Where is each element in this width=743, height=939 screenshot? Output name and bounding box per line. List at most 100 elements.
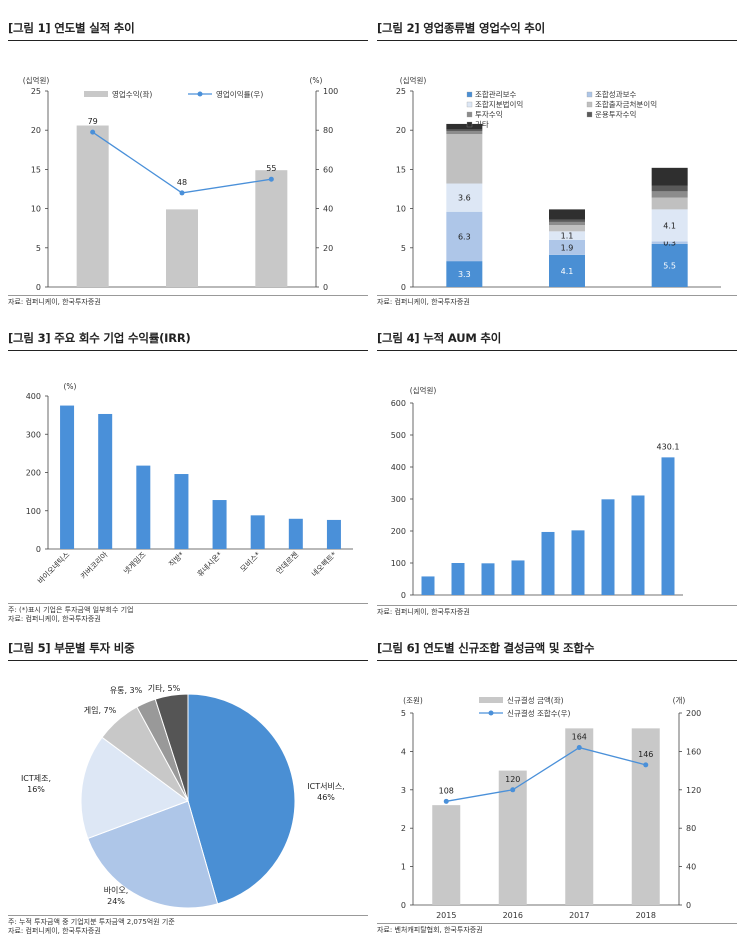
chart4-bar: [541, 531, 555, 595]
chart2-bar-segment: [651, 243, 688, 287]
chart4-ytick-label: 200: [391, 527, 406, 536]
chart1-bar: [255, 170, 288, 287]
chart2-legend-swatch: [586, 101, 593, 108]
chart6-y2tick-label: 200: [686, 709, 701, 718]
chart2-bar-segment: [651, 197, 688, 210]
chart5-slice-label: 16%: [27, 785, 45, 794]
chart3-x-label: 직방*: [166, 549, 186, 569]
chart3-bar: [174, 474, 189, 549]
chart4-ytick-label: 500: [391, 431, 406, 440]
chart6-y2tick-label: 0: [686, 901, 691, 910]
chart2-bar-segment: [446, 183, 483, 212]
chart4-ytick-label: 300: [391, 495, 406, 504]
chart2-legend-label: 조합출자금처분이익: [595, 99, 657, 109]
chart6-ytick-label: 4: [401, 747, 406, 756]
chart6-y2tick-label: 120: [686, 786, 701, 795]
chart1-ytick-label: 20: [31, 126, 41, 135]
chart2-bar-segment: [446, 211, 483, 262]
chart1-point: [268, 176, 274, 182]
chart2-ytick-label: 25: [396, 87, 406, 96]
chart3-bar: [250, 515, 265, 549]
chart2-legend-swatch: [586, 91, 593, 98]
chart2-legend-label: 기타: [475, 120, 489, 129]
chart4-bar: [661, 457, 675, 595]
chart2-bar-segment: [651, 191, 688, 198]
chart2-bar-segment: [446, 123, 483, 130]
chart1-title: [그림 1] 연도별 실적 추이: [8, 20, 368, 41]
chart5-slice-label: 24%: [107, 897, 125, 906]
chart4-svg: 0100200300400500600(십억원)2010201120122013…: [391, 386, 683, 610]
chart3-y-unit: (%): [64, 382, 77, 391]
chart2-segment-label: 4.1: [663, 221, 676, 230]
panel-3: [그림 3] 주요 회수 기업 수익률(IRR) 0 100 200 300 400 (%…: [8, 330, 368, 624]
chart5-slice: [87, 800, 219, 909]
chart6-point: [643, 762, 649, 768]
chart1-ytick-label: 10: [31, 205, 41, 214]
chart2-ytick-label: 0: [401, 283, 406, 291]
chart5-slice: [80, 736, 190, 840]
chart5-source: 자료: 컴퍼니케이, 한국투자증권: [8, 927, 101, 935]
panel-4: [그림 4] 누적 AUM 추이 0 100 200 300 400 500 600 (십억원…: [377, 330, 737, 617]
chart6-legend-label: 신규결성 금액(좌): [507, 695, 564, 705]
chart2-legend-label: 조합지분법이익: [475, 99, 523, 109]
chart6-svg: 0 1 2 3 4 5 0 40 80 120 160 200 (조원) (개) 2015 2016 2017 2…: [401, 695, 701, 920]
chart6-y-unit: (조원): [403, 696, 423, 705]
chart6-point-label: 120: [505, 775, 520, 784]
chart3-ytick-label: 0: [36, 545, 41, 554]
chart2-ytick-label: 10: [396, 205, 406, 214]
chart3-bar: [60, 405, 75, 549]
chart6-point-label: 146: [638, 750, 653, 759]
chart6-line: [446, 746, 646, 802]
chart4-bar: [571, 530, 585, 595]
chart1-point-label: 48: [177, 178, 187, 187]
chart6-point: [576, 745, 582, 751]
chart6-point: [510, 787, 516, 793]
chart4-source: 자료: 컴퍼니케이, 한국투자증권: [377, 605, 737, 617]
chart3-bar: [212, 500, 227, 549]
chart6-ytick-label: 1: [401, 863, 406, 872]
chart2-segment-label: 6.3: [458, 232, 471, 241]
chart2-legend-label: 조합관리보수: [475, 89, 516, 99]
chart1-y2tick-label: 40: [323, 205, 333, 214]
chart6-ytick-label: 5: [401, 709, 406, 718]
chart6-source: 자료: 벤처캐피탈협회, 한국투자증권: [377, 923, 737, 935]
chart2-legend-swatch: [466, 111, 473, 118]
chart6-ytick-label: 2: [401, 824, 406, 833]
chart3-ytick-label: 200: [26, 469, 41, 478]
chart6-point: [443, 798, 449, 804]
chart4-title: [그림 4] 누적 AUM 추이: [377, 330, 737, 351]
chart2-bar-segment: [549, 221, 585, 226]
chart2-bar-segment: [446, 129, 483, 131]
chart2-source: 자료: 컴퍼니케이, 한국투자증권: [377, 295, 737, 307]
chart3-title: [그림 3] 주요 회수 기업 수익률(IRR): [8, 330, 368, 351]
chart5-slice-label: ICT제조,: [21, 774, 51, 783]
chart5-slice-label: 바이오,: [104, 885, 129, 895]
chart6-bar: [631, 728, 660, 905]
chart3-x-label: 네오펙트*: [309, 549, 338, 578]
chart2-ytick-label: 15: [396, 165, 406, 174]
chart1-point: [179, 190, 185, 196]
chart3-note: 주: (*)표시 기업은 투자금액 일부회수 기업: [8, 603, 368, 615]
chart3-x-label: 휴네시온*: [195, 550, 224, 579]
chart2-segment-label: 0.3: [663, 239, 676, 248]
chart1-y2tick-label: 0: [323, 283, 328, 291]
panel-1: [그림 1] 연도별 실적 추이 0 5 10 15 20 25 0 20 40 60 80 100(…: [8, 20, 368, 307]
chart2-legend-label: 투자수익: [475, 109, 503, 119]
chart1-legend-marker: [197, 91, 203, 97]
chart2-legend-swatch: [586, 111, 593, 118]
chart3-ytick-label: 300: [26, 430, 41, 439]
chart2-segment-label: 5.5: [663, 261, 676, 270]
chart4-ytick-label: 600: [391, 399, 406, 408]
chart2-bar-segment: [549, 225, 585, 232]
chart2-bar-segment: [446, 261, 483, 287]
chart1-y2tick-label: 80: [323, 126, 333, 135]
chart2-ytick-label: 20: [396, 126, 406, 135]
chart5-slice-label: 게임, 7%: [84, 705, 117, 715]
chart6-x-label: 2015: [436, 911, 456, 919]
chart4-bar: [631, 495, 645, 595]
chart3-x-label: 바이오네틱스: [35, 549, 71, 585]
chart3-x-label: 모비스*: [238, 550, 262, 574]
chart1-bar: [166, 209, 198, 287]
chart2-bar-segment: [446, 134, 483, 184]
chart3-svg: 0 100 200 300 400 (%) 바이오네틱스 카버코리아 넷게임즈 직방* 휴네시온* 모…: [26, 382, 353, 586]
